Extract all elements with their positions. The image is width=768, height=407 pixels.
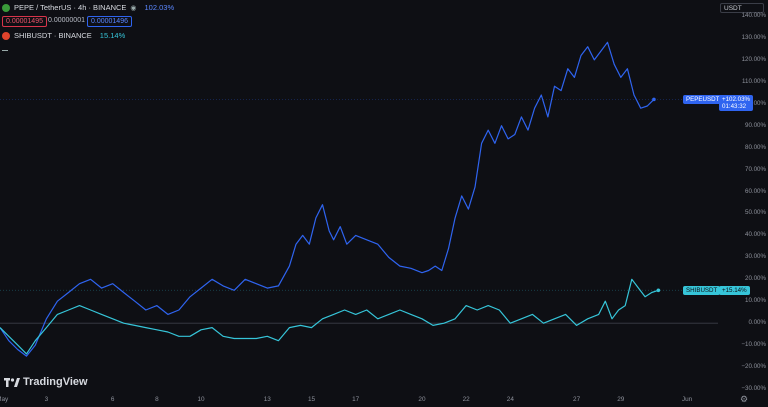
y-tick-label: 140.00% — [741, 12, 766, 19]
shib-legend[interactable]: SHIBUSDT · BINANCE 15.14% — [2, 31, 125, 40]
shib-symbol: SHIBUSDT · BINANCE — [14, 31, 92, 40]
series-line-pepeusdt — [0, 41, 655, 357]
y-tick-label: 30.00% — [745, 253, 766, 261]
pepe-tag-timer: 01:43:32 — [722, 103, 747, 111]
shib-value-tag: +15.14% — [719, 286, 750, 296]
y-tick-label: 120.00% — [741, 55, 766, 63]
tradingview-icon — [4, 377, 20, 387]
y-tick-label: 90.00% — [745, 121, 766, 129]
x-tick-label: 13 — [263, 396, 271, 403]
x-tick-label: 6 — [110, 396, 115, 403]
x-tick-label: 20 — [418, 396, 426, 403]
pepe-tag-row: PEPEUSDT — [686, 96, 719, 103]
settings-icon[interactable]: ⚙ — [740, 394, 749, 404]
pepe-coin-icon — [2, 3, 10, 12]
y-tick-label: 130.00% — [741, 33, 766, 41]
y-tick-label: −20.00% — [741, 363, 766, 371]
pepe-change: 102.03% — [144, 3, 175, 12]
x-tick-label: May — [0, 396, 9, 403]
eye-icon[interactable]: ◉ — [130, 4, 137, 12]
y-tick-label: 50.00% — [745, 209, 766, 217]
pepe-tag-value: +102.03% — [722, 96, 751, 104]
y-tick-label: −10.00% — [741, 341, 766, 349]
x-tick-label: 3 — [44, 396, 49, 403]
bid-box[interactable]: 0.00001495 — [2, 16, 47, 27]
x-tick-label: 27 — [573, 396, 581, 403]
pepe-symbol: PEPE / TetherUS · 4h · BINANCE — [14, 3, 127, 12]
collapse-icon[interactable] — [2, 50, 8, 51]
x-tick-label: 15 — [307, 396, 316, 403]
y-tick-label: 10.00% — [745, 297, 766, 305]
pepe-price-tag: PEPEUSDT — [683, 95, 723, 105]
pepe-legend[interactable]: PEPE / TetherUS · 4h · BINANCE ◉ 102.03% — [2, 3, 174, 12]
y-tick-label: 60.00% — [745, 187, 766, 195]
x-tick-label: 10 — [197, 396, 205, 403]
y-tick-label: 80.00% — [745, 143, 766, 151]
pepe-tag-name: PEPEUSDT — [686, 96, 720, 104]
y-tick-label: −30.00% — [741, 385, 766, 392]
spread-value: 0.00000001 — [48, 17, 85, 24]
y-tick-label: 100.00% — [741, 99, 766, 107]
x-tick-label: 22 — [462, 396, 470, 403]
x-tick-label: 29 — [617, 396, 625, 403]
x-tick-label: 24 — [506, 396, 514, 403]
ask-box[interactable]: 0.00001496 — [87, 16, 132, 27]
shib-tag-name: SHIBUSDT — [686, 287, 718, 295]
tradingview-logo[interactable]: TradingView — [4, 376, 88, 388]
brand-name: TradingView — [23, 376, 88, 388]
zero-line — [0, 99, 718, 324]
last-point-pepeusdt — [652, 97, 656, 102]
shib-coin-icon — [2, 31, 10, 40]
shib-tag-value: +15.14% — [722, 287, 747, 295]
series-lines — [0, 41, 661, 357]
pepe-value-tag: +102.03% 01:43:32 — [719, 95, 754, 112]
last-point-shibusdt — [656, 288, 661, 293]
series-line-shibusdt — [0, 278, 659, 355]
x-tick-label: 8 — [155, 396, 159, 403]
y-tick-label: 0.00% — [748, 319, 766, 327]
shib-price-tag: SHIBUSDT — [683, 286, 721, 296]
currency-selector[interactable]: USDT — [720, 3, 764, 13]
y-tick-label: 70.00% — [745, 165, 766, 173]
y-tick-label: 110.00% — [742, 77, 766, 85]
x-tick-label: Jun — [681, 396, 693, 403]
y-tick-label: 20.00% — [745, 275, 766, 283]
shib-change: 15.14% — [99, 31, 126, 40]
y-tick-label: 40.00% — [745, 231, 766, 239]
x-tick-label: 17 — [352, 396, 360, 403]
